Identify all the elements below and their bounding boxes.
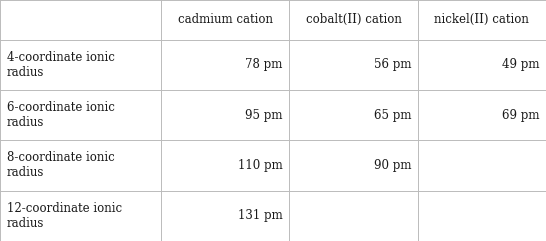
Text: nickel(II) cation: nickel(II) cation — [435, 13, 529, 26]
Text: cobalt(II) cation: cobalt(II) cation — [306, 13, 401, 26]
Text: 131 pm: 131 pm — [238, 209, 283, 222]
Text: 6-coordinate ionic
radius: 6-coordinate ionic radius — [7, 101, 115, 129]
Text: 90 pm: 90 pm — [373, 159, 411, 172]
Text: 49 pm: 49 pm — [502, 58, 539, 71]
Text: 56 pm: 56 pm — [373, 58, 411, 71]
Text: 65 pm: 65 pm — [373, 109, 411, 122]
Text: 110 pm: 110 pm — [238, 159, 283, 172]
Text: 69 pm: 69 pm — [502, 109, 539, 122]
Text: cadmium cation: cadmium cation — [178, 13, 272, 26]
Text: 8-coordinate ionic
radius: 8-coordinate ionic radius — [7, 151, 114, 180]
Text: 4-coordinate ionic
radius: 4-coordinate ionic radius — [7, 51, 115, 79]
Text: 78 pm: 78 pm — [246, 58, 283, 71]
Text: 95 pm: 95 pm — [245, 109, 283, 122]
Text: 12-coordinate ionic
radius: 12-coordinate ionic radius — [7, 202, 122, 230]
